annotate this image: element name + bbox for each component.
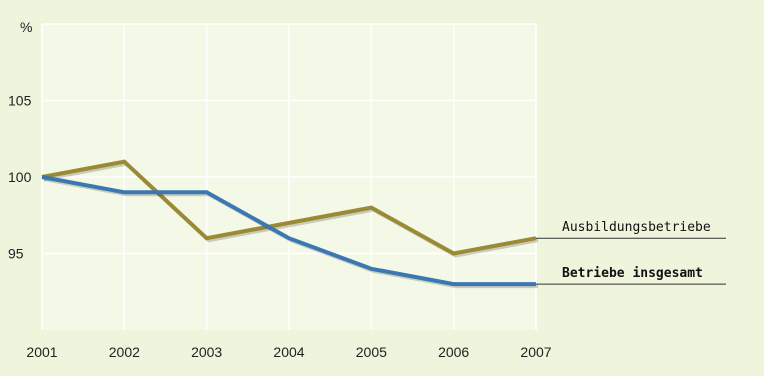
x-tick-label: 2004 [273, 344, 304, 360]
y-tick-label: 100 [8, 169, 32, 185]
x-tick-label: 2001 [26, 344, 57, 360]
y-tick-label: 95 [8, 246, 24, 262]
y-unit-label: % [20, 19, 32, 35]
y-tick-label: 105 [8, 93, 32, 109]
x-tick-labels: 2001 2002 2003 2004 2005 2006 2007 [26, 344, 551, 360]
series-line [41, 175, 536, 287]
x-tick-label: 2007 [520, 344, 551, 360]
legend-label: Ausbildungsbetriebe [562, 220, 711, 235]
x-tick-label: 2002 [109, 344, 140, 360]
gridlines [41, 23, 537, 330]
y-tick-labels: 105 100 95 [8, 93, 32, 262]
x-tick-label: 2005 [356, 344, 387, 360]
series-line [41, 159, 537, 256]
legend: Ausbildungsbetriebe Betriebe insgesamt [536, 220, 726, 285]
legend-label: Betriebe insgesamt [562, 266, 703, 281]
series-lines [41, 159, 539, 289]
x-tick-label: 2003 [191, 344, 222, 360]
x-tick-label: 2006 [438, 344, 469, 360]
